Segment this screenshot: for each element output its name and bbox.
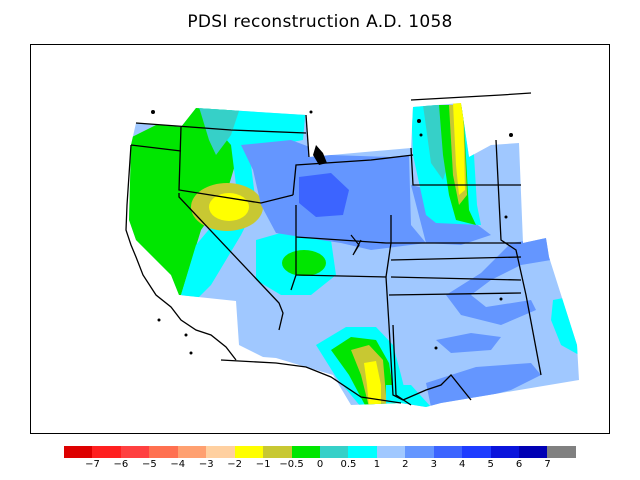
colorbar-swatch bbox=[149, 446, 178, 458]
colorbar-swatch bbox=[206, 446, 235, 458]
pdsi-zone-south-medium-blue bbox=[426, 363, 541, 407]
vancouver-island bbox=[151, 110, 155, 114]
colorbar-swatch bbox=[120, 446, 150, 458]
texas-rio-grande bbox=[402, 374, 472, 401]
pdsi-zone-northwest-teal bbox=[199, 105, 241, 155]
montana-east-line bbox=[305, 114, 310, 158]
pdsi-zone-plains-yellow bbox=[453, 103, 465, 195]
colorbar-tick-label: 6 bbox=[515, 459, 523, 470]
canada-border-east bbox=[410, 92, 532, 101]
colorbar-swatch bbox=[405, 446, 434, 458]
texas-west-line bbox=[392, 324, 412, 406]
colorbar-tick-label: 7 bbox=[544, 459, 551, 470]
colorbar-swatch bbox=[547, 446, 576, 458]
kansas-oklahoma-line bbox=[388, 292, 522, 296]
colorbar-tick-label: 5 bbox=[487, 459, 494, 470]
colorbar-swatch bbox=[319, 446, 349, 458]
montana-wyoming-line bbox=[292, 154, 414, 196]
colorbar-swatch bbox=[348, 446, 377, 458]
map-frame bbox=[30, 44, 610, 434]
colorbar bbox=[64, 446, 576, 458]
colorbar-tick-label: 1 bbox=[373, 459, 381, 470]
colorbar-swatch bbox=[519, 446, 548, 458]
island-6 bbox=[499, 297, 503, 301]
colorbar-swatch bbox=[177, 446, 207, 458]
nevada-california-line bbox=[178, 193, 284, 331]
colorbar-tick-label: 4 bbox=[459, 459, 466, 470]
colorbar-tick-label: −1 bbox=[255, 459, 271, 470]
colorbar-tick-label: −6 bbox=[113, 459, 129, 470]
colorbar-swatch bbox=[234, 446, 264, 458]
eastern-column-line bbox=[495, 139, 542, 376]
pdsi-zone-wyoming-dark-blue bbox=[299, 173, 349, 217]
pdsi-zone-southwest-yellow bbox=[364, 361, 381, 407]
colorbar-swatch bbox=[92, 446, 121, 458]
pacific-coastline bbox=[125, 144, 237, 361]
canada-border-west bbox=[135, 122, 307, 134]
washington-oregon-line bbox=[130, 144, 182, 152]
pdsi-field bbox=[129, 103, 579, 407]
colorbar-tick-label: −7 bbox=[85, 459, 100, 470]
colorbar-swatch bbox=[263, 446, 292, 458]
island-1 bbox=[309, 110, 313, 114]
pdsi-zone-south-medium-blue-2 bbox=[436, 333, 501, 353]
colorbar-swatch bbox=[64, 446, 93, 458]
page-title: PDSI reconstruction A.D. 1058 bbox=[187, 12, 453, 32]
colorbar-tick-label: 2 bbox=[402, 459, 409, 470]
pdsi-zone-east-medium-blue bbox=[446, 238, 551, 325]
colorbar-swatch bbox=[462, 446, 491, 458]
colorbar-tick-label: 0.5 bbox=[340, 459, 357, 470]
colorbar-swatch bbox=[376, 446, 406, 458]
colorbar-labels: −7 −6 −5 −4 −3 −2 −1 −0.5 0 0.5 1 2 3 4 5 6 7 bbox=[64, 459, 576, 473]
great-salt-lake bbox=[313, 145, 327, 165]
colorbar-tick-label: −4 bbox=[170, 459, 186, 470]
colorbar-tick-label: −3 bbox=[198, 459, 214, 470]
colorbar-tick-label: −0.5 bbox=[279, 459, 304, 470]
wyoming-colorado-line bbox=[295, 236, 521, 244]
colorbar-swatch bbox=[291, 446, 320, 458]
island-9 bbox=[189, 351, 193, 355]
mexico-border bbox=[220, 359, 402, 404]
nebraska-kansas-line bbox=[390, 256, 522, 261]
oklahoma-texas-line bbox=[390, 276, 522, 281]
colorbar-tick-label: −5 bbox=[141, 459, 157, 470]
idaho-line bbox=[178, 126, 294, 204]
boundaries bbox=[130, 92, 542, 406]
colorbar-swatch bbox=[490, 446, 519, 458]
island-5 bbox=[504, 215, 508, 219]
pdsi-zone-northwest-green bbox=[129, 105, 241, 295]
dakota-line bbox=[410, 147, 521, 186]
pdsi-map bbox=[125, 92, 579, 407]
colorbar-swatch bbox=[433, 446, 463, 458]
pdsi-zone-nevada-yellow bbox=[209, 193, 249, 221]
island-2 bbox=[417, 119, 421, 123]
islands bbox=[151, 110, 513, 355]
lake-powell bbox=[350, 234, 362, 256]
island-3 bbox=[419, 133, 423, 137]
island-4 bbox=[509, 133, 513, 137]
arizona-newmexico-line bbox=[388, 324, 404, 401]
island-8 bbox=[184, 333, 188, 337]
colorbar-tick-label: −2 bbox=[227, 459, 243, 470]
island-7 bbox=[157, 318, 161, 322]
pdsi-zone-central-green bbox=[282, 250, 326, 276]
colorbar-tick-label: 3 bbox=[430, 459, 437, 470]
pdsi-zone-south-border-cyan bbox=[386, 385, 431, 407]
colorbar-tick-label: 0 bbox=[316, 459, 324, 470]
island-10 bbox=[434, 346, 438, 350]
